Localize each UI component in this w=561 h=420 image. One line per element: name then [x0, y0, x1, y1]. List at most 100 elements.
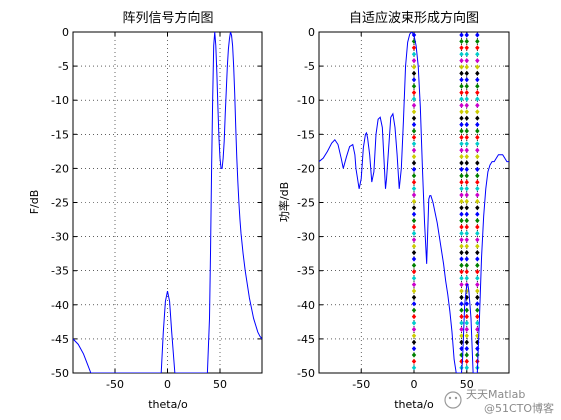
marker-diamond — [459, 224, 464, 230]
marker-diamond — [411, 256, 417, 262]
marker-diamond — [464, 275, 469, 281]
left-y-tick-label: -40 — [51, 299, 69, 312]
watermark: 天天Matlab @51CTO博客 — [444, 388, 554, 415]
marker-diamond — [475, 173, 480, 179]
marker-diamond — [411, 96, 417, 102]
marker-diamond — [459, 122, 464, 128]
marker-diamond — [464, 134, 469, 140]
marker-diamond — [475, 166, 480, 172]
left-y-tick-label: -10 — [51, 94, 69, 107]
marker-diamond — [411, 358, 417, 364]
left-series-line — [73, 32, 262, 373]
marker-diamond — [411, 147, 417, 153]
left-y-tick-label: 0 — [62, 26, 69, 39]
marker-diamond — [475, 38, 480, 44]
marker-diamond — [411, 64, 417, 70]
marker-diamond — [459, 109, 464, 115]
marker-diamond — [475, 237, 480, 243]
left-y-tick-label: -20 — [51, 162, 69, 175]
right-y-tick-label: -30 — [297, 231, 315, 244]
left-x-tick-label: 0 — [164, 378, 171, 391]
marker-diamond — [475, 179, 480, 185]
marker-diamond — [411, 51, 417, 57]
marker-diamond — [411, 83, 417, 89]
left-x-tick-label: 50 — [213, 378, 227, 391]
right-y-tick-label: 0 — [308, 26, 315, 39]
marker-diamond — [459, 301, 464, 307]
marker-diamond — [475, 96, 480, 102]
left-grid — [73, 32, 262, 373]
marker-diamond — [475, 186, 480, 192]
left-y-tick-label: -15 — [51, 128, 69, 141]
marker-diamond — [459, 64, 464, 70]
marker-diamond — [464, 352, 469, 358]
marker-diamond — [475, 275, 480, 281]
marker-diamond — [459, 326, 464, 332]
left-y-tick-label: -30 — [51, 231, 69, 244]
marker-diamond — [464, 192, 469, 198]
left-y-tick-label: -45 — [51, 333, 69, 346]
marker-diamond — [464, 70, 469, 76]
marker-diamond — [475, 230, 480, 236]
marker-diamond — [475, 109, 480, 115]
marker-diamond — [464, 77, 469, 83]
marker-diamond — [411, 224, 417, 230]
marker-diamond — [411, 179, 417, 185]
marker-diamond — [459, 346, 464, 352]
marker-diamond — [411, 186, 417, 192]
marker-diamond — [464, 218, 469, 224]
marker-diamond — [464, 186, 469, 192]
marker-diamond — [411, 320, 417, 326]
marker-diamond — [411, 250, 417, 256]
marker-diamond — [459, 205, 464, 211]
left-data — [73, 32, 262, 373]
marker-diamond — [459, 218, 464, 224]
marker-diamond — [411, 154, 417, 160]
right-y-tick-label: -10 — [297, 94, 315, 107]
marker-diamond — [411, 237, 417, 243]
marker-diamond — [475, 307, 480, 313]
marker-diamond — [475, 314, 480, 320]
marker-diamond — [411, 115, 417, 121]
marker-diamond — [464, 147, 469, 153]
marker-diamond — [411, 45, 417, 51]
right-axes: 自适应波束形成方向图 0 -5 -10 -15 -20 -25 -30 -35 -40 -45 -5… — [277, 10, 510, 411]
marker-diamond — [459, 58, 464, 64]
left-y-tick-label: -35 — [51, 265, 69, 278]
marker-diamond — [411, 198, 417, 204]
marker-diamond — [459, 262, 464, 268]
marker-diamond — [411, 90, 417, 96]
marker-diamond — [464, 160, 469, 166]
marker-diamond — [459, 320, 464, 326]
marker-diamond — [475, 32, 480, 38]
marker-diamond — [411, 230, 417, 236]
marker-diamond — [475, 45, 480, 51]
marker-diamond — [464, 64, 469, 70]
marker-diamond — [464, 90, 469, 96]
marker-diamond — [459, 83, 464, 89]
marker-diamond — [475, 64, 480, 70]
marker-diamond — [464, 262, 469, 268]
marker-diamond — [464, 154, 469, 160]
marker-diamond — [459, 314, 464, 320]
marker-diamond — [459, 115, 464, 121]
left-ticks: 0 -5 -10 -15 -20 -25 -30 -35 -40 -45 -50 -50 0 50 — [51, 26, 262, 391]
marker-diamond — [459, 96, 464, 102]
marker-diamond — [464, 115, 469, 121]
marker-diamond — [411, 160, 417, 166]
marker-diamond — [411, 70, 417, 76]
marker-diamond — [475, 250, 480, 256]
watermark-brand: 天天Matlab — [466, 388, 525, 401]
marker-diamond — [459, 358, 464, 364]
marker-diamond — [464, 224, 469, 230]
right-x-tick-label: 0 — [411, 378, 418, 391]
marker-diamond — [475, 256, 480, 262]
marker-diamond — [459, 211, 464, 217]
marker-diamond — [475, 288, 480, 294]
marker-diamond — [459, 282, 464, 288]
marker-diamond — [459, 339, 464, 345]
marker-diamond — [411, 288, 417, 294]
marker-diamond — [459, 307, 464, 313]
marker-diamond — [411, 134, 417, 140]
marker-diamond — [475, 83, 480, 89]
